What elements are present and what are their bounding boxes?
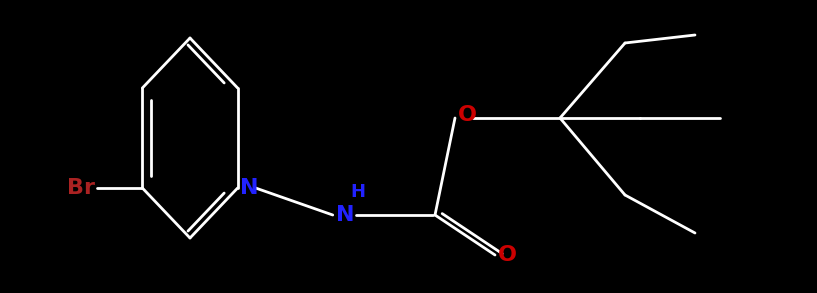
Text: N: N <box>336 205 355 225</box>
Text: O: O <box>498 245 517 265</box>
Text: N: N <box>240 178 259 198</box>
Text: H: H <box>350 183 365 201</box>
Text: Br: Br <box>67 178 95 198</box>
Text: O: O <box>458 105 476 125</box>
